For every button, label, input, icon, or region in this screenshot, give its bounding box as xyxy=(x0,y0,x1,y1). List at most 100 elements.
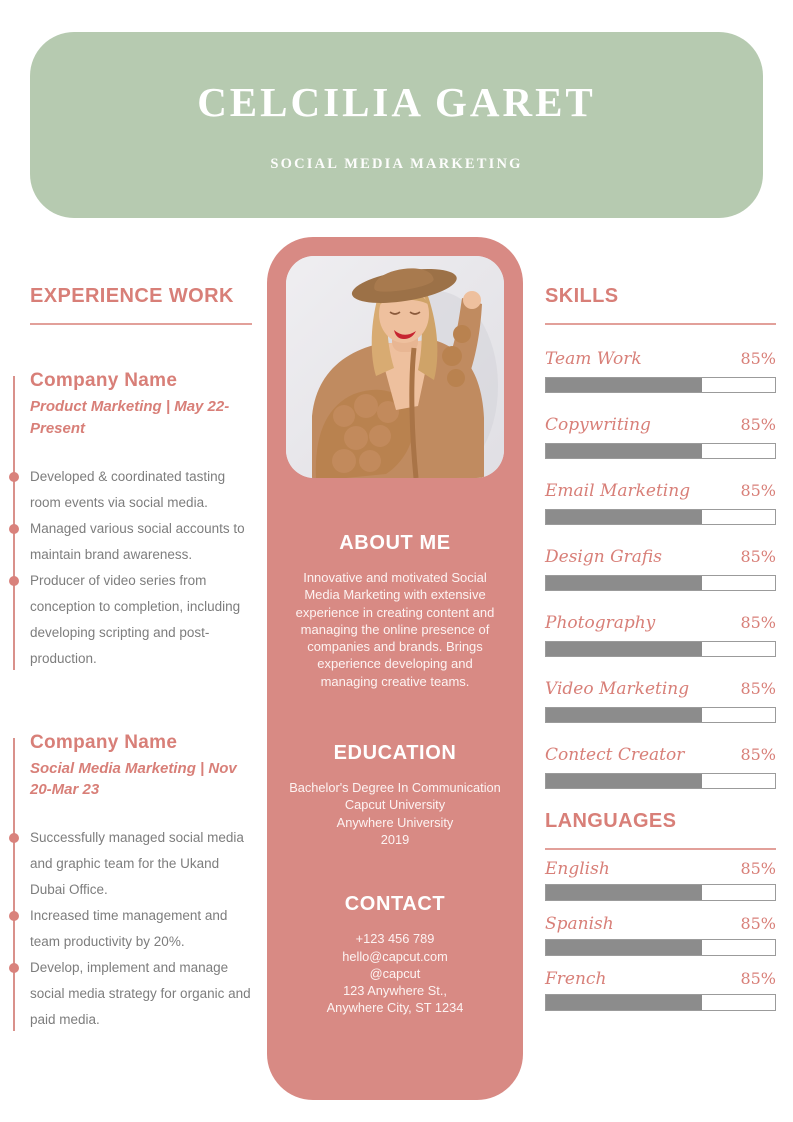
skill-label: Email Marketing xyxy=(545,481,691,501)
skill-bar-fill xyxy=(546,774,702,788)
bullet-dot-icon xyxy=(9,471,19,482)
bullet-dot-icon xyxy=(9,911,19,921)
skill-label: Contect Creator xyxy=(545,745,685,765)
contact-phone: +123 456 789 xyxy=(355,931,435,947)
experience-heading: EXPERIENCE WORK xyxy=(30,285,234,307)
bullet-item: Developed & coordinated tasting room eve… xyxy=(9,464,252,516)
contact-address-1: 123 Anywhere St., xyxy=(343,983,447,999)
skill-bar-fill xyxy=(546,708,702,722)
bullet-item: Managed various social accounts to maint… xyxy=(9,516,252,568)
skill-bar-fill xyxy=(546,576,702,590)
skill-value: 85% xyxy=(740,415,776,434)
contact-address-2: Anywhere City, ST 1234 xyxy=(326,1000,464,1016)
skill-value: 85% xyxy=(740,679,776,698)
skill-label: Team Work xyxy=(545,349,642,369)
experience-section: EXPERIENCE WORK Company Name Product Mar… xyxy=(9,285,252,1033)
bullet-dot-icon xyxy=(9,833,19,843)
language-row: French 85% xyxy=(545,968,776,1011)
language-bar-fill xyxy=(546,995,702,1010)
divider xyxy=(30,323,252,325)
bullet-list: Successfully managed social media and gr… xyxy=(9,825,252,1033)
language-bar-fill xyxy=(546,885,702,900)
contact-handle: @capcut xyxy=(369,965,421,981)
skills-heading: SKILLS xyxy=(545,285,619,307)
skill-row: Contect Creator 85% xyxy=(545,744,776,789)
skill-bar-fill xyxy=(546,510,702,524)
skill-bar-fill xyxy=(546,444,702,458)
skill-label: Video Marketing xyxy=(545,679,690,699)
education-heading: EDUCATION xyxy=(333,742,457,765)
about-text: Innovative and motivated Social Media Ma… xyxy=(295,570,495,689)
job-meta: Product Marketing | May 22-Present xyxy=(30,398,230,437)
skill-bar-fill xyxy=(546,378,702,392)
skill-bar xyxy=(545,641,776,657)
skill-value: 85% xyxy=(740,481,776,500)
skill-value: 85% xyxy=(740,745,776,764)
skill-row: Team Work 85% xyxy=(545,348,776,393)
bullet-text: Developed & coordinated tasting room eve… xyxy=(30,468,226,510)
language-bar xyxy=(545,994,776,1011)
education-line: Capcut University xyxy=(344,797,446,813)
company-name: Company Name xyxy=(30,731,178,753)
bullet-text: Increased time management and team produ… xyxy=(30,908,228,949)
skill-row: Email Marketing 85% xyxy=(545,480,776,525)
skill-row: Video Marketing 85% xyxy=(545,678,776,723)
language-row: Spanish 85% xyxy=(545,913,776,956)
bullet-item: Successfully managed social media and gr… xyxy=(9,825,252,903)
skills-list: Team Work 85% Copywriting 85% Email Market… xyxy=(545,348,776,789)
skill-bar xyxy=(545,509,776,525)
job-meta: Social Media Marketing | Nov 20-Mar 23 xyxy=(30,759,237,799)
skill-row: Photography 85% xyxy=(545,612,776,657)
bullet-text: Develop, implement and manage social med… xyxy=(30,960,251,1027)
bullet-text: Successfully managed social media and gr… xyxy=(30,830,244,897)
profile-panel: ABOUT ME Innovative and motivated Social… xyxy=(267,237,523,1100)
bullet-dot-icon xyxy=(9,963,19,973)
skill-bar-fill xyxy=(546,642,702,656)
skill-value: 85% xyxy=(740,349,776,368)
person-job-title: SOCIAL MEDIA MARKETING xyxy=(270,155,523,172)
skill-label: Copywriting xyxy=(545,415,651,435)
skill-bar xyxy=(545,707,776,723)
skill-label: Design Grafis xyxy=(545,547,662,567)
bullet-dot-icon xyxy=(9,575,19,586)
education-line: Anywhere University xyxy=(336,814,454,830)
language-label: English xyxy=(545,859,610,879)
about-heading: ABOUT ME xyxy=(339,532,451,554)
bullet-item: Increased time management and team produ… xyxy=(9,903,252,955)
contact-heading: CONTACT xyxy=(344,893,446,916)
person-name: CELCILIA GARET xyxy=(197,78,596,125)
bullet-item: Producer of video series from conception… xyxy=(9,568,252,672)
language-bar-fill xyxy=(546,940,702,955)
language-row: English 85% xyxy=(545,858,776,901)
bullet-item: Develop, implement and manage social med… xyxy=(9,955,252,1033)
skill-value: 85% xyxy=(740,613,776,632)
language-bar xyxy=(545,939,776,956)
bullet-dot-icon xyxy=(9,523,19,534)
languages-list: English 85% Spanish 85% French 85% xyxy=(545,858,776,1011)
skill-row: Copywriting 85% xyxy=(545,414,776,459)
contact-lines: +123 456 789 hello@capcut.com @capcut 12… xyxy=(267,930,523,1016)
divider xyxy=(545,323,776,325)
language-bar xyxy=(545,884,776,901)
skill-bar xyxy=(545,377,776,393)
contact-email: hello@capcut.com xyxy=(342,948,448,964)
skills-section: SKILLS Team Work 85% Copywriting 85% Email… xyxy=(545,285,776,1023)
education-line: 2019 xyxy=(380,831,410,847)
skill-label: Photography xyxy=(545,613,656,633)
bullet-text: Managed various social accounts to maint… xyxy=(30,520,245,562)
bullet-text: Producer of video series from conception… xyxy=(30,572,241,666)
education-line: Bachelor's Degree In Communication xyxy=(289,780,501,796)
skill-value: 85% xyxy=(740,547,776,566)
skill-bar xyxy=(545,575,776,591)
portrait-illustration xyxy=(286,256,504,478)
language-value: 85% xyxy=(740,969,776,988)
language-value: 85% xyxy=(740,859,776,878)
divider xyxy=(545,848,776,850)
skill-bar xyxy=(545,443,776,459)
job-entry-1: Company Name Product Marketing | May 22-… xyxy=(9,370,252,672)
language-value: 85% xyxy=(740,914,776,933)
header-banner: CELCILIA GARET SOCIAL MEDIA MARKETING xyxy=(30,32,763,218)
company-name: Company Name xyxy=(30,370,178,391)
skill-row: Design Grafis 85% xyxy=(545,546,776,591)
